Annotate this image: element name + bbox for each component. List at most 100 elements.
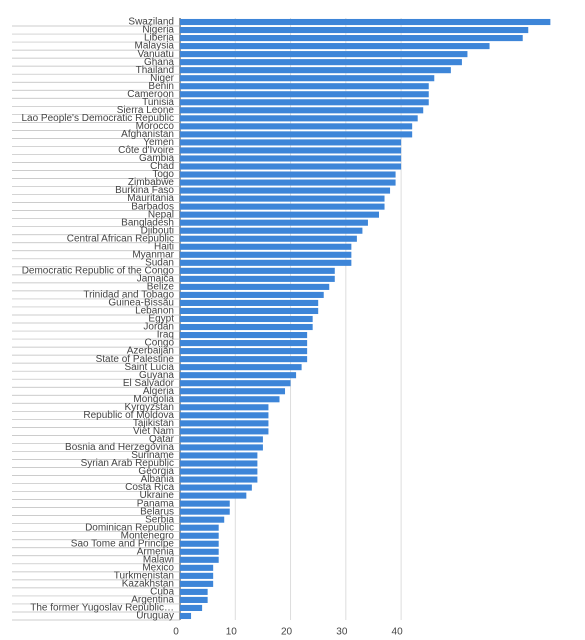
y-tick-label: Ukraine (140, 490, 175, 501)
bar (180, 315, 313, 323)
y-tick-label: Central African Republic (67, 233, 174, 244)
y-tick-label: Cuba (150, 587, 174, 598)
bar (180, 500, 230, 507)
y-tick-label: Togo (152, 169, 174, 180)
bar (180, 187, 391, 194)
y-tick-label: Guyana (139, 370, 174, 381)
bar (180, 43, 490, 50)
y-tick-label: Albania (141, 474, 175, 485)
y-tick-label: Congo (145, 338, 175, 349)
bar (180, 348, 308, 355)
y-tick-label: Malawi (143, 554, 174, 565)
bar (180, 412, 269, 419)
bar (180, 444, 263, 451)
y-tick-label: Algeria (143, 386, 175, 397)
bar (180, 492, 247, 499)
bar (180, 460, 258, 467)
y-tick-label: Belize (147, 282, 175, 293)
y-tick-label: Bosnia and Herzegovina (65, 442, 174, 453)
bar (180, 275, 335, 282)
bar (180, 243, 352, 250)
bar (180, 251, 352, 258)
y-tick-label: Dominican Republic (85, 522, 174, 533)
y-tick-label: Kazakhstan (122, 579, 174, 590)
bar (180, 356, 308, 363)
y-tick-label: Guinea-Bissau (108, 298, 174, 309)
bar (180, 388, 286, 395)
bar (180, 75, 435, 82)
bar (180, 283, 330, 290)
bar (180, 211, 379, 218)
bar (180, 340, 308, 347)
y-tick-label: Armenia (137, 546, 175, 557)
bar (180, 380, 291, 387)
y-tick-label: Vanuatu (137, 49, 174, 60)
bar (180, 404, 269, 411)
bar (180, 171, 396, 178)
y-tick-label: Montenegro (121, 530, 175, 541)
y-tick-label: Côte d'Ivoire (118, 145, 174, 156)
y-tick-label: Burkina Faso (115, 185, 174, 196)
y-tick-label: Yemen (143, 137, 174, 148)
x-tick-label: 10 (226, 627, 238, 638)
y-tick-label: Viet Nam (133, 426, 174, 437)
bar (180, 299, 319, 306)
bar (180, 259, 352, 266)
bar (180, 163, 402, 170)
bar (180, 420, 269, 427)
y-tick-label: Mongolia (133, 394, 174, 405)
y-tick-label: The former Yugoslav Republic… (30, 603, 174, 614)
bar (180, 59, 462, 66)
y-tick-label: Barbados (131, 201, 174, 212)
bar (180, 428, 269, 435)
bar (180, 147, 402, 154)
y-tick-label: Sao Tome and Principe (71, 538, 175, 549)
x-tick-label: 30 (336, 627, 348, 638)
y-tick-label: Chad (150, 161, 174, 172)
y-tick-label: Trinidad and Tobago (83, 290, 174, 301)
y-tick-label: Morocco (136, 121, 175, 132)
y-tick-label: Thailand (136, 65, 174, 76)
bar (180, 580, 214, 587)
y-tick-label: Benin (148, 81, 174, 92)
bar (180, 179, 396, 186)
bar (180, 195, 385, 202)
bar (180, 372, 297, 379)
y-tick-label: Qatar (149, 434, 175, 445)
y-tick-label: Myanmar (132, 249, 174, 260)
y-tick-label: Iraq (157, 330, 174, 341)
bar (180, 155, 402, 162)
y-tick-label: Turkmenistan (114, 570, 174, 581)
y-tick-label: Suriname (131, 450, 174, 461)
y-tick-label: Tajikistan (133, 418, 174, 429)
bar (180, 564, 214, 571)
bar (180, 227, 363, 234)
bar (180, 203, 385, 210)
bar (180, 332, 308, 339)
y-tick-label: Gambia (139, 153, 174, 164)
bar (180, 235, 357, 242)
y-tick-label: Zimbabwe (128, 177, 175, 188)
bar (180, 540, 219, 547)
bar (180, 91, 429, 98)
y-tick-label: Argentina (131, 595, 174, 606)
bar (180, 588, 208, 595)
bar (180, 131, 413, 138)
bar (180, 267, 335, 274)
y-tick-label: Jordan (143, 322, 174, 333)
bar (180, 18, 551, 26)
x-tick-label: 0 (173, 627, 179, 638)
y-tick-label: Bangladesh (121, 217, 174, 228)
y-tick-label: Nigeria (142, 25, 174, 36)
bar (180, 123, 413, 130)
bar (180, 83, 429, 90)
y-tick-label: Azerbaijan (127, 346, 174, 357)
x-tick-label: 20 (281, 627, 293, 638)
bar (180, 67, 451, 74)
y-tick-label: Niger (150, 73, 175, 84)
y-tick-label: Panama (137, 498, 175, 509)
y-tick-label: Jamaica (137, 274, 175, 285)
x-tick-label: 40 (392, 627, 404, 638)
bar (180, 139, 402, 146)
